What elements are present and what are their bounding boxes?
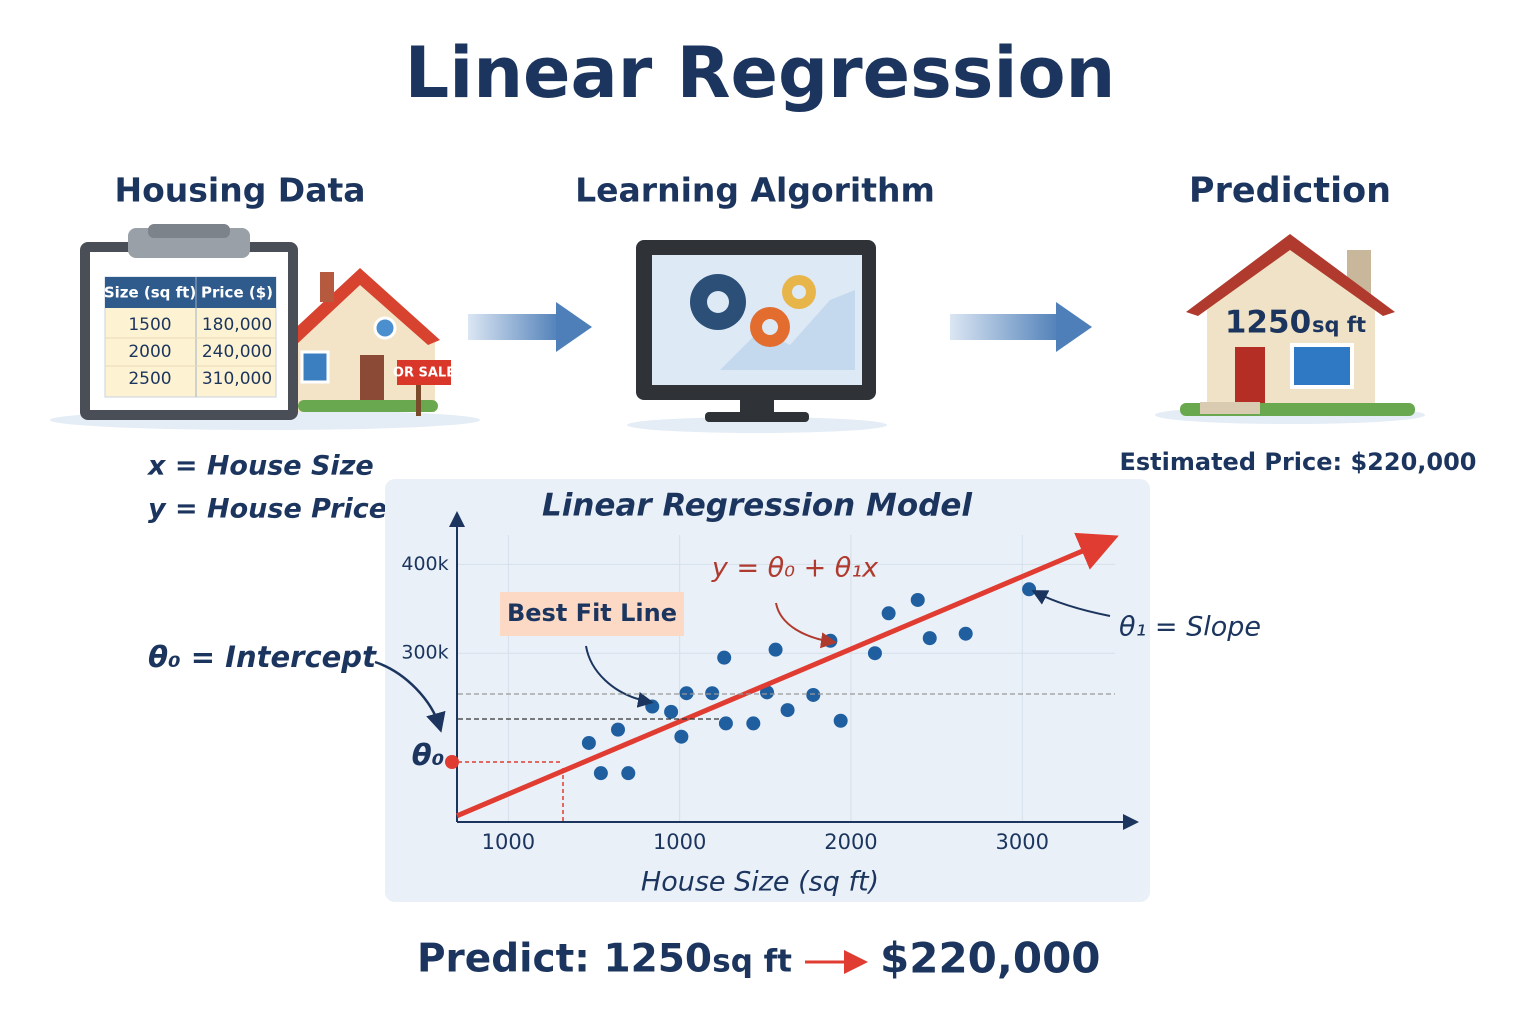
data-point <box>593 766 608 781</box>
table-header: Size (sq ft) <box>104 284 196 302</box>
intercept-label: θ₀ = Intercept <box>148 640 377 674</box>
sale-sign: OR SALE <box>393 366 455 381</box>
equation: y = θ₀ + θ₁x <box>711 553 879 584</box>
house-size: 1250 <box>1225 305 1311 341</box>
x-tick-label: 3000 <box>996 830 1049 854</box>
table-cell: 310,000 <box>202 369 272 389</box>
annotation-arrow <box>775 602 837 649</box>
data-point <box>718 716 733 731</box>
flow-arrow <box>468 302 592 352</box>
data-point <box>910 592 925 607</box>
data-point <box>581 735 596 750</box>
theta0-label: θ₀ <box>412 738 445 772</box>
model-title: Linear Regression Model <box>542 488 972 524</box>
table-header: Price ($) <box>201 284 273 302</box>
table-cell: 180,000 <box>202 315 272 335</box>
flow-arrow <box>950 302 1092 352</box>
data-point <box>664 704 679 719</box>
prediction-house <box>1155 234 1425 424</box>
data-point <box>867 646 882 661</box>
data-point <box>958 626 973 641</box>
data-point <box>760 685 775 700</box>
data-point <box>621 766 636 781</box>
data-point <box>746 716 761 731</box>
table-cell: 240,000 <box>202 342 272 362</box>
data-point <box>705 686 720 701</box>
data-point <box>881 606 896 621</box>
y-tick-label: 400k <box>401 553 448 575</box>
house-unit: sq ft <box>1312 313 1366 337</box>
annotation-arrow <box>1031 590 1111 617</box>
data-point <box>611 722 626 737</box>
y-tick-label: 300k <box>401 642 448 664</box>
table-cell: 2000 <box>128 342 171 362</box>
data-table: Size (sq ft) Price ($) 1500 180,000 2000 240,… <box>104 284 273 390</box>
table-cell: 2500 <box>128 369 171 389</box>
data-point <box>768 642 783 657</box>
annotation-arrow <box>585 645 654 708</box>
predict-input: Predict: 1250 <box>417 937 712 982</box>
plot: 300k 400k 1000 1000 2000 3000 <box>401 511 1139 854</box>
data-point <box>674 729 689 744</box>
fit-line <box>456 532 1119 819</box>
predict-unit: sq ft <box>712 944 792 980</box>
computer-illustration <box>627 240 887 433</box>
annotation-arrow <box>374 660 446 733</box>
data-point <box>679 686 694 701</box>
main-title: Linear Regression <box>405 32 1116 114</box>
variable-def: x = House Size <box>146 451 374 482</box>
section-title: Prediction <box>1189 171 1391 211</box>
slope-label: θ₁ = Slope <box>1119 612 1261 643</box>
best-fit-label: Best Fit Line <box>507 599 677 627</box>
data-point <box>780 703 795 718</box>
data-point <box>806 687 821 702</box>
data-point <box>1022 582 1037 597</box>
table-cell: 1500 <box>128 315 171 335</box>
intercept-marker <box>445 755 459 769</box>
x-tick-label: 1000 <box>482 830 535 854</box>
variable-def: y = House Price <box>148 494 387 525</box>
predict-output: $220,000 <box>880 934 1101 983</box>
x-tick-label: 1000 <box>653 830 706 854</box>
data-point <box>922 631 937 646</box>
label-box <box>500 592 684 636</box>
estimate: Estimated Price: $220,000 <box>1120 448 1477 476</box>
data-point <box>717 650 732 665</box>
x-tick-label: 2000 <box>824 830 877 854</box>
housing-illustration: OR SALE <box>50 224 480 430</box>
section-title: Learning Algorithm <box>575 171 935 210</box>
x-axis-label: House Size (sq ft) <box>641 867 879 898</box>
section-title: Housing Data <box>114 171 365 210</box>
data-point <box>833 713 848 728</box>
